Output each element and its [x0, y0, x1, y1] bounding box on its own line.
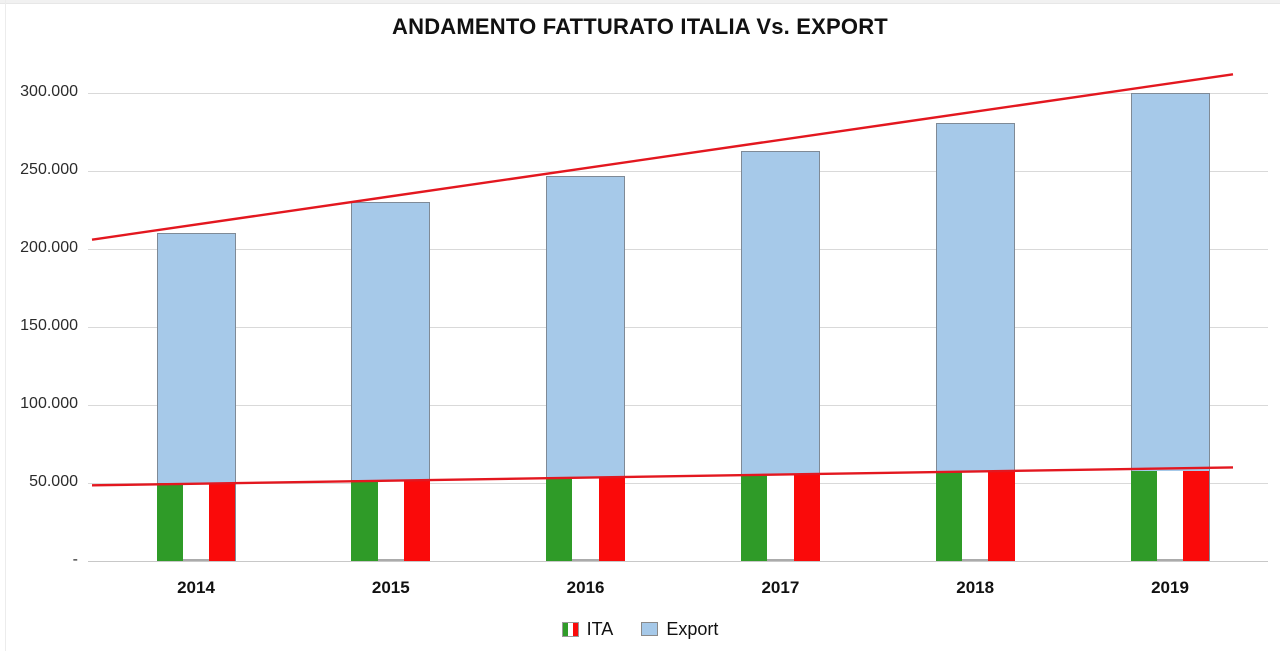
italian-flag-icon — [561, 621, 579, 637]
flag-stripe-r — [403, 479, 431, 561]
ita-bar-2017 — [740, 473, 820, 561]
export-trendline — [91, 73, 1234, 241]
flag-stripe-w — [182, 483, 210, 561]
flag-stripe-r — [598, 476, 626, 561]
y-tick-label: 100.000 — [20, 395, 78, 412]
chart-legend: ITA Export — [0, 614, 1280, 644]
x-axis-label-2018: 2018 — [956, 578, 995, 597]
legend-label-export: Export — [666, 618, 719, 639]
ita-bar-2019 — [1130, 470, 1210, 561]
flag-stripe-w — [377, 479, 404, 561]
gridline — [88, 326, 1268, 328]
x-axis-label-2016: 2016 — [566, 578, 605, 597]
flag-stripe-g — [351, 479, 378, 561]
legend-label-ita: ITA — [586, 618, 614, 639]
flag-stripe-w — [767, 473, 794, 561]
x-axis-label-2019: 2019 — [1151, 578, 1189, 597]
flag-stripe-r — [988, 472, 1015, 561]
y-tick-label: 300.000 — [20, 83, 78, 100]
chart-title: ANDAMENTO FATTURATO ITALIA Vs. EXPORT — [392, 14, 888, 39]
legend-item-ita: ITA — [561, 618, 614, 640]
flag-stripe-g — [1130, 470, 1157, 561]
export-swatch-icon — [641, 622, 659, 636]
ita-bar-2018 — [935, 472, 1015, 561]
gridline — [88, 482, 1268, 484]
flag-stripe-r — [793, 473, 820, 561]
flag-stripe-w — [572, 476, 599, 561]
y-tick-label: 250.000 — [20, 161, 78, 178]
x-axis-label-2014: 2014 — [177, 578, 215, 597]
y-tick-label: 200.000 — [20, 239, 78, 256]
window-top-edge — [0, 0, 1280, 4]
x-axis-label-2017: 2017 — [761, 578, 800, 597]
x-axis-label-2015: 2015 — [371, 578, 410, 597]
flag-stripe-g — [740, 473, 768, 561]
gridline — [88, 248, 1268, 250]
flag-stripe-g — [546, 476, 573, 561]
gridline — [88, 92, 1268, 94]
ita-bar-2014 — [156, 483, 236, 561]
flag-stripe-g — [935, 472, 963, 561]
x-axis-line — [88, 560, 1268, 562]
flag-stripe-g — [156, 483, 183, 561]
flag-stripe-r — [209, 483, 236, 561]
window-left-edge — [5, 0, 6, 651]
y-tick-label: - — [72, 551, 78, 568]
gridline — [88, 170, 1268, 172]
ita-bar-2016 — [546, 476, 626, 561]
flag-stripe-w — [1156, 470, 1184, 561]
y-tick-label: 50.000 — [29, 473, 78, 490]
legend-item-export: Export — [641, 619, 718, 640]
flag-stripe-w — [962, 472, 989, 561]
gridline — [88, 404, 1268, 406]
ita-bar-2015 — [351, 479, 431, 561]
y-tick-label: 150.000 — [20, 317, 78, 334]
flag-stripe-r — [1183, 470, 1210, 561]
